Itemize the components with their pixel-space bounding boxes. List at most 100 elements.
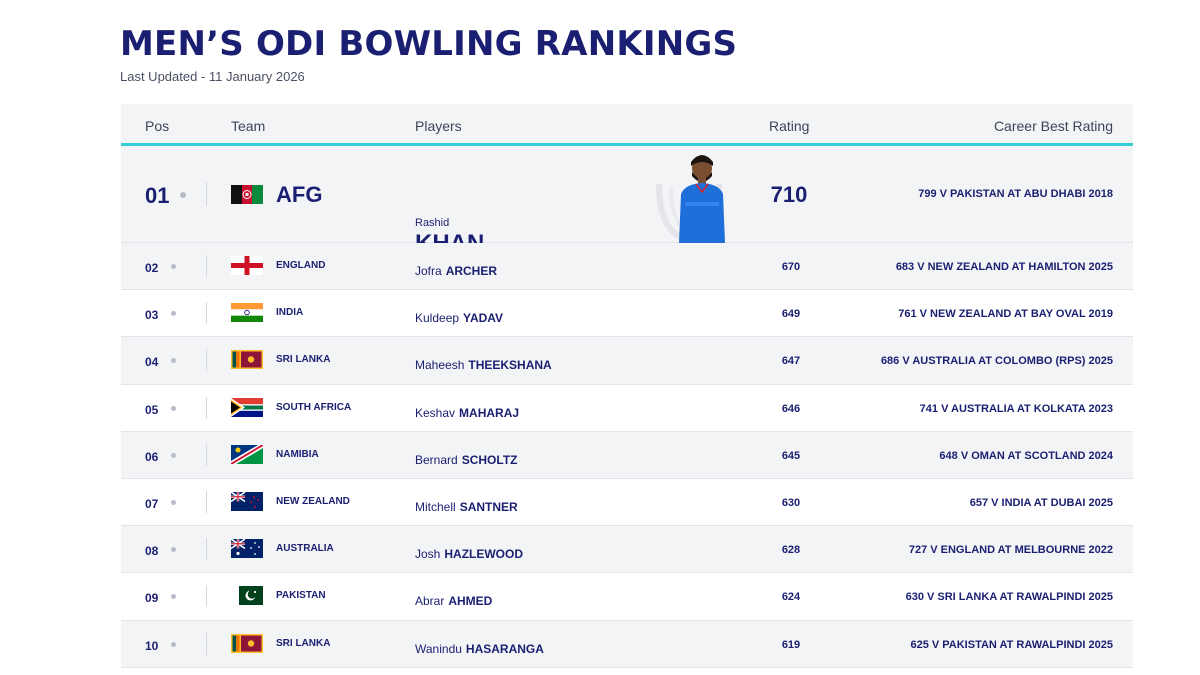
row-pos: 07 bbox=[145, 496, 159, 511]
player-last-name: HASARANGA bbox=[465, 641, 544, 656]
row-player[interactable]: Abrar AHMED bbox=[415, 594, 492, 608]
divider bbox=[206, 349, 207, 372]
table-row[interactable]: 03 INDIA Kuldeep YADAV 649 761 V NEW ZEAL… bbox=[121, 290, 1133, 338]
table-row[interactable]: 07 NEW ZEALAND Mitchell SANTNER 630 657 V… bbox=[121, 478, 1133, 527]
player-last-name: HAZLEWOOD bbox=[444, 547, 524, 562]
col-team: Team bbox=[231, 118, 266, 134]
row-pos: 10 bbox=[145, 638, 159, 653]
sri-lanka-flag-icon bbox=[231, 634, 263, 653]
player-first-name[interactable]: Rashid bbox=[415, 217, 450, 229]
last-updated: Last Updated - 11 January 2026 bbox=[120, 69, 305, 84]
movement-dot-icon bbox=[171, 264, 176, 269]
player-first-name: Maheesh bbox=[415, 358, 465, 373]
row-team: SRI LANKA bbox=[276, 637, 331, 649]
divider bbox=[206, 396, 207, 419]
movement-dot-icon bbox=[171, 358, 176, 364]
player-first-name: Kuldeep bbox=[415, 311, 460, 326]
south-africa-flag-icon bbox=[231, 398, 263, 417]
row-rating: 619 bbox=[781, 638, 801, 651]
player-first-name: Jofra bbox=[415, 264, 442, 278]
row-career-best: 630 V SRI LANKA AT RAWALPINDI 2025 bbox=[905, 591, 1113, 604]
row-team: SRI LANKA bbox=[276, 354, 331, 366]
col-rating: Rating bbox=[769, 118, 810, 134]
table-row[interactable]: 06 NAMIBIA Bernard SCHOLTZ 645 648 V OMAN… bbox=[121, 431, 1133, 479]
england-flag-icon bbox=[231, 256, 263, 275]
namibia-flag-icon bbox=[231, 445, 263, 464]
page-title: MEN’S ODI BOWLING RANKINGS bbox=[120, 24, 738, 64]
player-first-name: Josh bbox=[415, 547, 441, 562]
new-zealand-flag-icon bbox=[231, 492, 263, 511]
divider bbox=[206, 182, 207, 206]
movement-dot-icon bbox=[180, 192, 186, 198]
row-rating: 630 bbox=[781, 496, 801, 509]
row-team: SOUTH AFRICA bbox=[276, 401, 352, 413]
player-last-name: ARCHER bbox=[445, 264, 498, 278]
table-row[interactable]: 04 SRI LANKA Maheesh THEEKSHANA 647 686 V… bbox=[121, 337, 1133, 385]
row-career-best: 727 V ENGLAND AT MELBOURNE 2022 bbox=[908, 544, 1113, 557]
table-header: Pos Team Players Rating Career Best Rati… bbox=[121, 104, 1133, 146]
player-first-name: Wanindu bbox=[415, 641, 462, 656]
australia-flag-icon bbox=[231, 539, 263, 558]
movement-dot-icon bbox=[171, 311, 176, 317]
row-rating: 624 bbox=[781, 591, 801, 604]
table-row[interactable]: 08 AUSTRALIA Josh HAZLEWOOD 628 727 V ENG… bbox=[121, 526, 1133, 574]
table-row[interactable]: 09 PAKISTAN Abrar AHMED 624 630 V SRI LAN… bbox=[121, 573, 1133, 621]
player-photo bbox=[679, 155, 725, 243]
row-rating: 628 bbox=[781, 544, 801, 557]
pakistan-flag-icon bbox=[231, 586, 263, 605]
row-pos: 08 bbox=[145, 544, 159, 559]
top-ranked-row[interactable]: 01 AFG Rashid KHAN 710 799 V PAKISTAN AT… bbox=[121, 146, 1133, 257]
col-career-best: Career Best Rating bbox=[993, 118, 1113, 134]
movement-dot-icon bbox=[171, 547, 176, 553]
row-player[interactable]: Jofra ARCHER bbox=[415, 264, 497, 278]
row-player[interactable]: Bernard SCHOLTZ bbox=[415, 453, 517, 467]
row-player[interactable]: Josh HAZLEWOOD bbox=[415, 547, 523, 561]
row-rating: 646 bbox=[781, 402, 801, 415]
row-player[interactable]: Mitchell SANTNER bbox=[415, 500, 518, 514]
movement-dot-icon bbox=[171, 594, 176, 600]
row-team: ENGLAND bbox=[276, 260, 326, 271]
row-career-best: 761 V NEW ZEALAND AT BAY OVAL 2019 bbox=[898, 308, 1113, 321]
row-career-best: 741 V AUSTRALIA AT KOLKATA 2023 bbox=[919, 402, 1113, 415]
table-row[interactable]: 02 ENGLAND Jofra ARCHER 670 683 V NEW ZEA… bbox=[121, 243, 1133, 291]
row-player[interactable]: Keshav MAHARAJ bbox=[415, 406, 519, 420]
row-pos: 06 bbox=[145, 449, 159, 464]
movement-dot-icon bbox=[171, 641, 176, 647]
row-pos: 01 bbox=[145, 183, 170, 208]
row-career-best: 799 V PAKISTAN AT ABU DHABI 2018 bbox=[918, 188, 1113, 200]
row-pos: 04 bbox=[145, 355, 159, 370]
movement-dot-icon bbox=[171, 405, 176, 411]
row-pos: 09 bbox=[145, 591, 159, 606]
divider bbox=[206, 585, 207, 608]
row-career-best: 625 V PAKISTAN AT RAWALPINDI 2025 bbox=[910, 638, 1113, 651]
divider bbox=[206, 443, 207, 466]
row-pos: 03 bbox=[145, 308, 159, 323]
player-last-name: YADAV bbox=[463, 311, 504, 326]
divider bbox=[206, 538, 207, 561]
player-first-name: Bernard bbox=[415, 452, 458, 467]
player-first-name: Mitchell bbox=[415, 499, 456, 514]
row-career-best: 648 V OMAN AT SCOTLAND 2024 bbox=[939, 449, 1113, 462]
player-last-name: SANTNER bbox=[459, 499, 518, 514]
row-team: AUSTRALIA bbox=[276, 543, 334, 555]
player-last-name: SCHOLTZ bbox=[461, 452, 518, 467]
player-last-name: THEEKSHANA bbox=[468, 358, 552, 373]
row-pos: 05 bbox=[145, 402, 159, 417]
row-player[interactable]: Maheesh THEEKSHANA bbox=[415, 358, 552, 372]
row-rating: 649 bbox=[781, 308, 801, 321]
player-last-name: MAHARAJ bbox=[459, 405, 520, 420]
player-last-name: AHMED bbox=[448, 594, 493, 609]
table-row[interactable]: 10 SRI LANKA Wanindu HASARANGA 619 625 V … bbox=[121, 620, 1133, 668]
divider bbox=[206, 632, 207, 655]
afghanistan-flag-icon bbox=[231, 185, 263, 204]
row-rating: 645 bbox=[781, 449, 801, 462]
row-team: INDIA bbox=[276, 307, 304, 319]
table-row[interactable]: 05 SOUTH AFRICA Keshav MAHARAJ 646 741 V … bbox=[121, 384, 1133, 432]
row-rating: 670 bbox=[781, 261, 801, 273]
divider bbox=[206, 490, 207, 513]
row-rating: 710 bbox=[770, 182, 808, 207]
row-player[interactable]: Wanindu HASARANGA bbox=[415, 642, 544, 656]
divider bbox=[206, 255, 207, 277]
row-career-best: 686 V AUSTRALIA AT COLOMBO (RPS) 2025 bbox=[880, 355, 1113, 368]
row-player[interactable]: Kuldeep YADAV bbox=[415, 311, 503, 325]
